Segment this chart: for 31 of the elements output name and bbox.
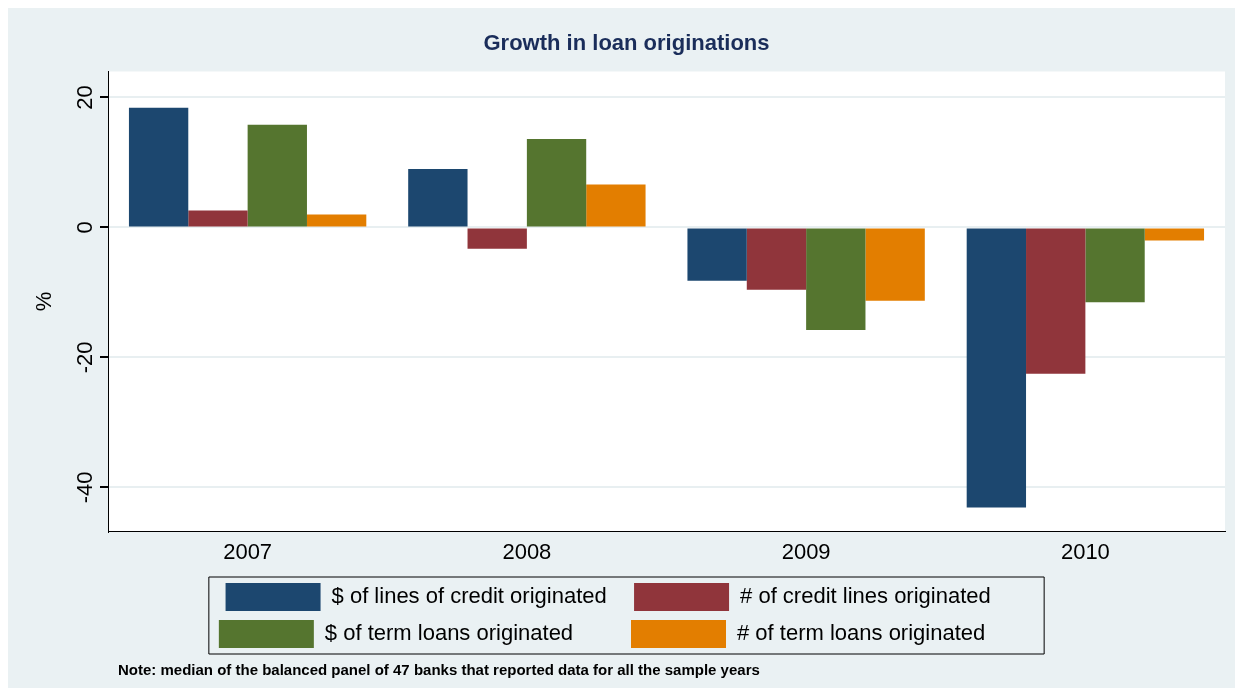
bar [966,228,1027,508]
y-tick-label: -20 [72,341,98,374]
x-tick-label: 2008 [502,538,552,564]
bar [306,214,367,227]
bar [687,228,747,281]
bar [1026,228,1086,374]
bar [1085,228,1145,303]
bar [526,139,587,227]
x-tick-label: 2009 [781,538,831,564]
bar [408,168,468,227]
y-tick-label: 20 [72,85,98,110]
bar [247,124,307,227]
bar [1144,228,1205,241]
bar [746,228,807,290]
text: Note: median of the balanced panel of 47 banks that reported data for all the sample years [118,660,760,678]
bar [467,228,527,249]
legend-label: # of credit lines originated [740,583,1028,609]
legend-label: # of term loans originated [737,620,1035,646]
y-axis-title: % [31,291,57,312]
legend-label: $ of lines of credit originated [331,583,626,609]
bar [128,107,189,227]
chart-title: Growth in loan originations [483,30,770,56]
bar [188,210,248,227]
legend-label: $ of term loans originated [324,620,623,646]
x-tick-label: 2007 [223,538,273,564]
y-tick-label: -40 [72,471,98,504]
bar [865,228,925,301]
x-tick-label: 2010 [1060,538,1110,564]
y-tick-label: 0 [72,221,98,234]
bar [586,184,646,227]
bar [806,228,866,331]
